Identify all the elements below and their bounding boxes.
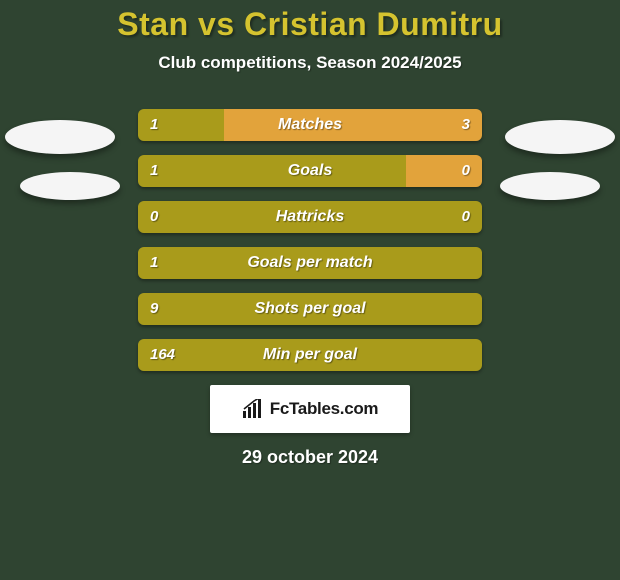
stat-bar-row: 13Matches <box>138 109 482 141</box>
stat-bar-right-fill <box>406 155 482 187</box>
stat-bar-left-fill <box>138 201 482 233</box>
stat-bar-left-fill <box>138 155 406 187</box>
avatar-club-right <box>500 172 600 200</box>
stat-bar-row: 164Min per goal <box>138 339 482 371</box>
stat-bar-right-fill <box>224 109 482 141</box>
stat-bar-row: 10Goals <box>138 155 482 187</box>
stat-bar-left-fill <box>138 247 482 279</box>
stat-bar-row: 00Hattricks <box>138 201 482 233</box>
comparison-card: Stan vs Cristian Dumitru Club competitio… <box>0 0 620 580</box>
stat-bar-row: 1Goals per match <box>138 247 482 279</box>
avatar-player-left <box>5 120 115 154</box>
chart-icon <box>242 399 264 419</box>
stat-bar-left-fill <box>138 293 482 325</box>
avatar-club-left <box>20 172 120 200</box>
stat-bar-left-fill <box>138 109 224 141</box>
branding-text: FcTables.com <box>270 399 379 419</box>
stat-bar-row: 9Shots per goal <box>138 293 482 325</box>
page-title: Stan vs Cristian Dumitru <box>0 6 620 43</box>
date-text: 29 october 2024 <box>0 447 620 468</box>
stat-bars: 13Matches 10Goals 00Hattricks 1Goals per ma… <box>138 109 482 371</box>
branding-badge[interactable]: FcTables.com <box>210 385 410 433</box>
avatar-player-right <box>505 120 615 154</box>
stat-bar-left-fill <box>138 339 482 371</box>
subtitle: Club competitions, Season 2024/2025 <box>0 53 620 73</box>
